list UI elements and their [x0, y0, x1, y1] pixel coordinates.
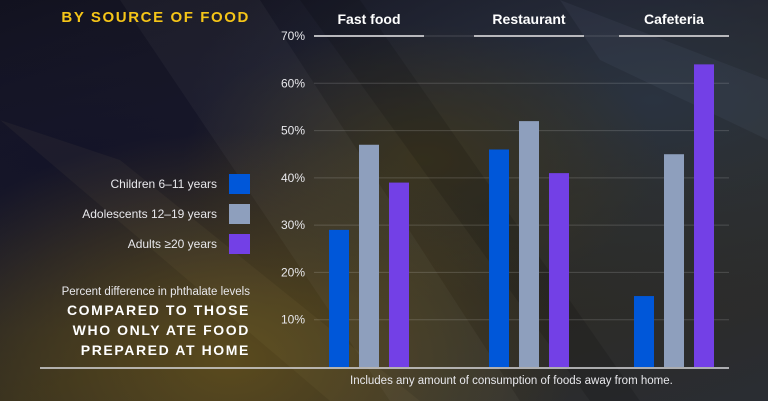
- bar: [664, 154, 684, 367]
- subtitle-bold-line: PREPARED AT HOME: [80, 342, 250, 358]
- y-tick-label: 50%: [281, 124, 305, 138]
- category-label: Fast food: [338, 11, 401, 27]
- bar: [694, 64, 714, 367]
- legend-label: Children 6–11 years: [110, 177, 217, 191]
- y-tick-label: 20%: [281, 265, 305, 279]
- legend-item-children: Children 6–11 years: [110, 174, 250, 194]
- bar: [549, 173, 569, 367]
- bar: [634, 296, 654, 367]
- chart-title: BY SOURCE OF FOOD: [61, 9, 250, 26]
- bar: [519, 121, 539, 367]
- legend-label: Adolescents 12–19 years: [82, 207, 217, 221]
- y-tick-label: 30%: [281, 218, 305, 232]
- subtitle-line: Percent difference in phthalate levels: [61, 286, 250, 298]
- category-label: Cafeteria: [644, 11, 704, 27]
- legend-swatch: [229, 234, 250, 254]
- category-label: Restaurant: [492, 11, 565, 27]
- bar: [359, 144, 379, 367]
- legend-item-adults: Adults ≥20 years: [128, 234, 250, 254]
- y-tick-label: 70%: [281, 29, 305, 43]
- legend-swatch: [229, 174, 250, 194]
- subtitle-bold-line: COMPARED TO THOSE: [66, 302, 250, 318]
- legend-label: Adults ≥20 years: [127, 237, 217, 251]
- y-tick-label: 60%: [281, 76, 305, 90]
- footnote: Includes any amount of consumption of fo…: [350, 375, 673, 387]
- y-tick-label: 10%: [281, 313, 305, 327]
- bar: [489, 149, 509, 367]
- bar: [389, 182, 409, 367]
- legend-swatch: [229, 204, 250, 224]
- subtitle-bold-line: WHO ONLY ATE FOOD: [72, 322, 250, 338]
- legend-item-adolescents: Adolescents 12–19 years: [82, 204, 250, 224]
- y-tick-label: 40%: [281, 171, 305, 185]
- bar: [329, 229, 349, 367]
